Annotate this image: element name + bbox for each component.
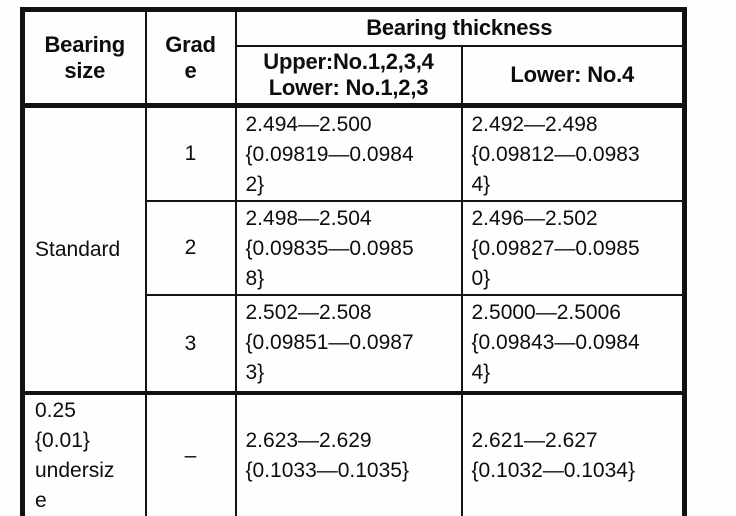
header-bearing-size: Bearing size — [21, 8, 147, 108]
cell-size-standard: Standard — [21, 104, 147, 394]
cell-grade-none: – — [144, 391, 237, 516]
cell-upper-undersize: 2.623—2.629 {0.1033—0.1035} — [234, 391, 463, 516]
cell-grade-3: 3 — [144, 294, 237, 394]
cell-upper-grade-2: 2.498—2.504 {0.09835—0.0985 8} — [234, 200, 463, 296]
cell-lower-undersize: 2.621—2.627 {0.1032—0.1034} — [460, 391, 686, 516]
cell-size-undersize: 0.25 {0.01} undersiz e — [21, 391, 147, 516]
cell-upper-grade-1: 2.494—2.500 {0.09819—0.0984 2} — [234, 104, 463, 202]
cell-lower-grade-3: 2.5000—2.5006 {0.09843—0.0984 4} — [460, 294, 686, 394]
table-row: 3 2.502—2.508 {0.09851—0.0987 3} 2.5000—… — [23, 294, 686, 394]
cell-lower-grade-2: 2.496—2.502 {0.09827—0.0985 0} — [460, 200, 686, 296]
cell-lower-grade-1: 2.492—2.498 {0.09812—0.0983 4} — [460, 104, 686, 202]
cell-grade-2: 2 — [144, 200, 237, 296]
table-row: 2 2.498—2.504 {0.09835—0.0985 8} 2.496—2… — [23, 200, 686, 296]
cell-grade-1: 1 — [144, 104, 237, 202]
header-upper-bearings: Upper:No.1,2,3,4 Lower: No.1,2,3 — [234, 44, 463, 108]
table-row: 0.25 {0.01} undersiz e – 2.623—2.629 {0.… — [21, 391, 686, 516]
cell-upper-grade-3: 2.502—2.508 {0.09851—0.0987 3} — [234, 294, 463, 394]
table-row: Standard 1 2.494—2.500 {0.09819—0.0984 2… — [21, 104, 686, 394]
header-lower-no4: Lower: No.4 — [460, 44, 686, 108]
bearing-thickness-table: Bearing size Grad e Bearing thickness Up… — [20, 7, 687, 516]
header-grade: Grad e — [144, 8, 237, 108]
header-bearing-thickness: Bearing thickness — [234, 8, 686, 47]
